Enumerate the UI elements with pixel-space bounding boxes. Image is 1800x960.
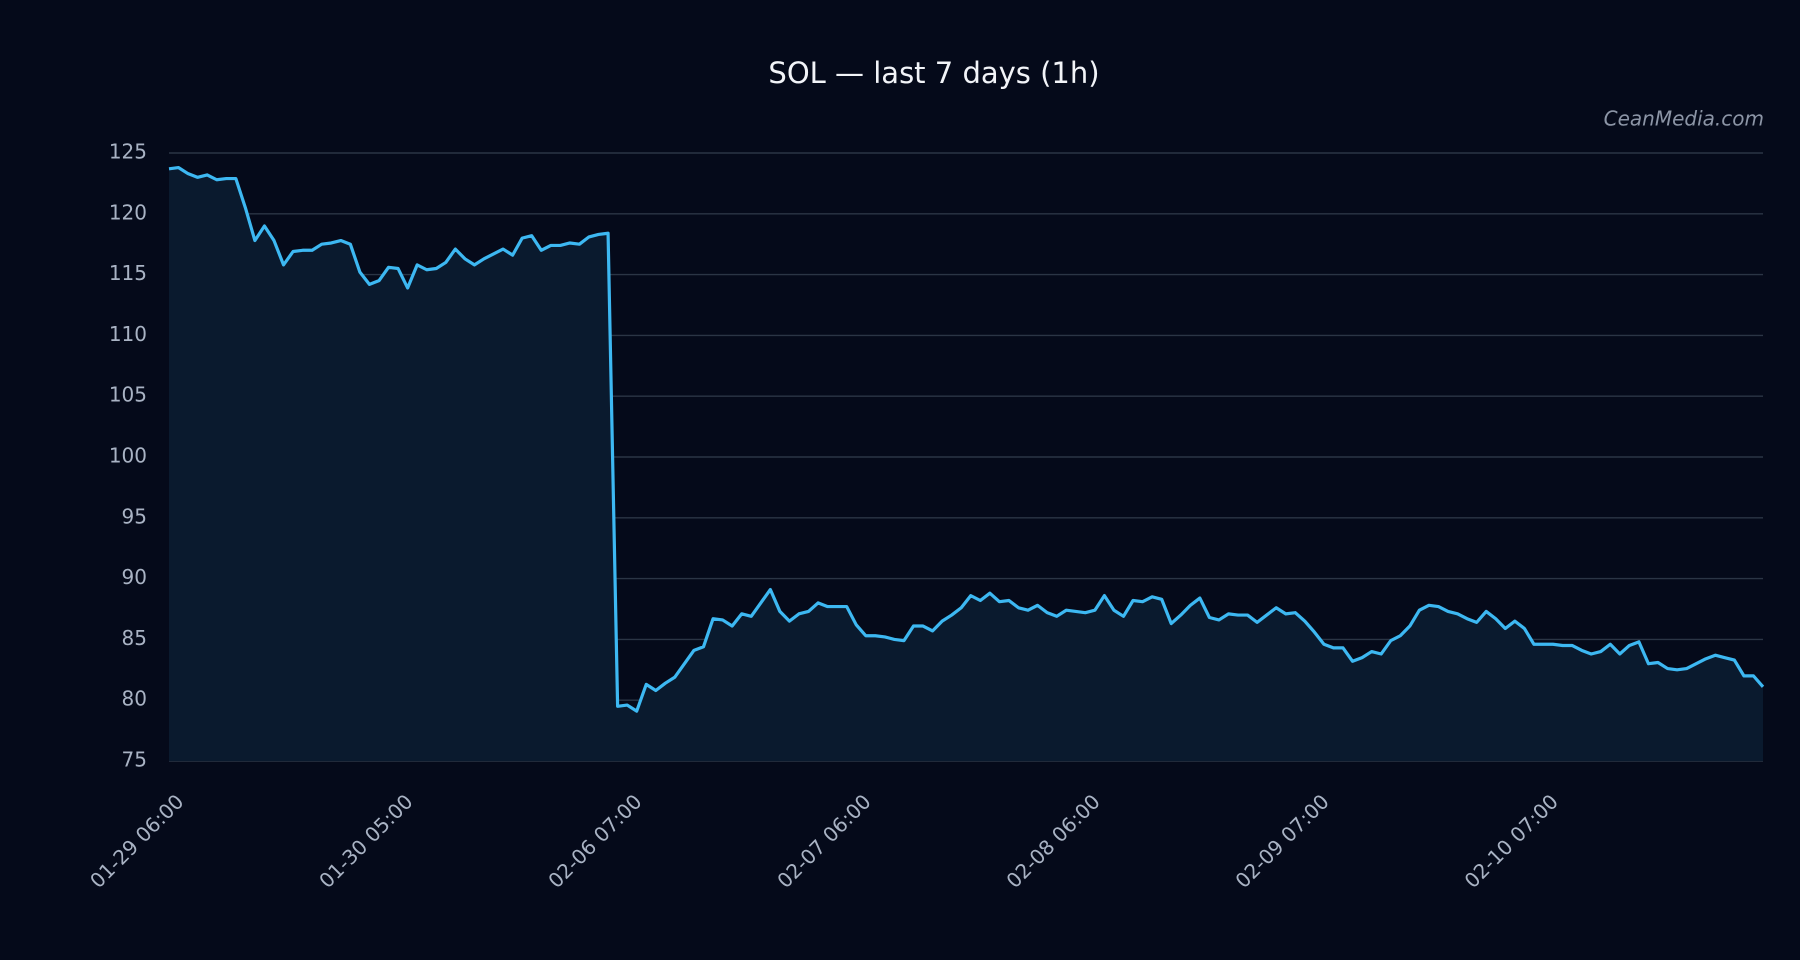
y-tick-label: 85 (122, 626, 147, 650)
y-tick-label: 120 (109, 200, 147, 224)
chart-title: SOL — last 7 days (1h) (768, 56, 1099, 90)
y-tick-label: 90 (122, 565, 147, 589)
y-tick-label: 115 (109, 261, 147, 285)
y-tick-label: 105 (109, 383, 147, 407)
y-tick-label: 75 (122, 748, 147, 772)
y-tick-label: 125 (109, 140, 147, 164)
y-tick-label: 100 (109, 444, 147, 468)
y-tick-label: 110 (109, 322, 147, 346)
watermark: CeanMedia.com (1604, 107, 1764, 131)
y-tick-label: 80 (122, 687, 147, 711)
price-line (168, 165, 1765, 713)
area (169, 167, 1763, 762)
y-tick-label: 95 (122, 504, 147, 528)
